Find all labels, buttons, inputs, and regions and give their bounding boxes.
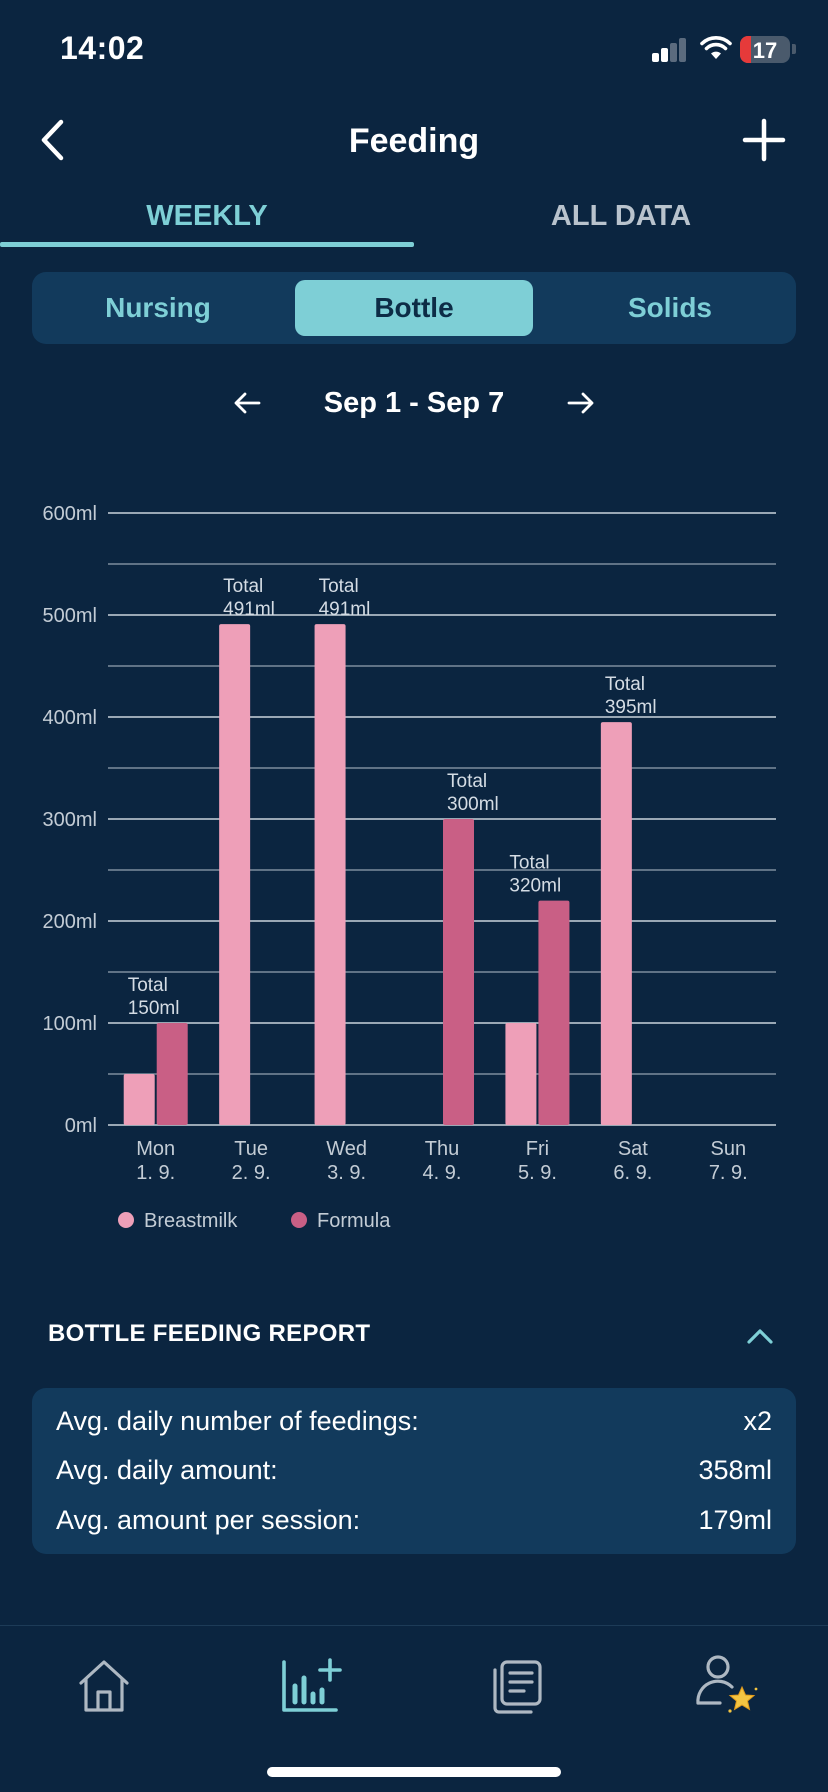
bar-breastmilk bbox=[219, 624, 251, 1125]
view-tabs: WEEKLY ALL DATA bbox=[0, 190, 828, 248]
status-bar: 14:02 17 bbox=[0, 0, 828, 100]
profile-icon bbox=[696, 1655, 758, 1713]
feeding-type-selector: Nursing Bottle Solids bbox=[32, 272, 796, 344]
report-value: 179ml bbox=[698, 1505, 772, 1535]
report-value: 358ml bbox=[698, 1455, 772, 1485]
y-tick-label: 100ml bbox=[43, 1013, 97, 1035]
total-label: Total 300ml bbox=[447, 771, 499, 815]
y-tick-label: 0ml bbox=[65, 1115, 97, 1137]
back-button[interactable] bbox=[22, 110, 82, 170]
report-row-session-amount: Avg. amount per session: 179ml bbox=[56, 1505, 772, 1545]
report-row-daily-amount: Avg. daily amount: 358ml bbox=[56, 1455, 772, 1495]
home-icon bbox=[79, 1660, 129, 1712]
home-indicator bbox=[267, 1767, 561, 1777]
status-time: 14:02 bbox=[60, 30, 145, 66]
bar-formula bbox=[443, 819, 474, 1125]
total-label: Total 491ml bbox=[319, 576, 371, 620]
week-range: Sep 1 - Sep 7 bbox=[323, 387, 505, 419]
x-tick-date: 4. 9. bbox=[423, 1162, 462, 1184]
plus-icon bbox=[742, 118, 786, 162]
x-tick-day: Tue bbox=[234, 1138, 268, 1160]
legend-marker-formula bbox=[291, 1212, 307, 1228]
total-label: Total 150ml bbox=[128, 975, 180, 1019]
x-tick-day: Fri bbox=[526, 1138, 549, 1160]
tab-home[interactable] bbox=[59, 1646, 149, 1726]
battery-icon: 17 bbox=[740, 36, 790, 63]
week-navigator: Sep 1 - Sep 7 bbox=[0, 378, 828, 428]
next-week-button[interactable] bbox=[559, 378, 603, 428]
y-tick-label: 300ml bbox=[43, 809, 97, 831]
report-label: Avg. amount per session: bbox=[56, 1505, 361, 1535]
add-button[interactable] bbox=[734, 110, 794, 170]
tab-journal[interactable] bbox=[472, 1646, 562, 1726]
report-value: x2 bbox=[743, 1406, 772, 1436]
y-tick-label: 600ml bbox=[43, 503, 97, 525]
report-label: Avg. daily number of feedings: bbox=[56, 1406, 419, 1436]
cellular-signal-icon bbox=[652, 38, 688, 62]
report-header: BOTTLE FEEDING REPORT bbox=[48, 1316, 780, 1356]
report-title: BOTTLE FEEDING REPORT bbox=[48, 1320, 371, 1347]
tab-statistics[interactable] bbox=[266, 1646, 356, 1726]
bottle-feeding-chart: 0ml 100ml 200ml 300ml 400ml 500ml 600ml Total 15… bbox=[43, 503, 776, 1232]
x-tick-date: 1. 9. bbox=[136, 1162, 175, 1184]
bar-breastmilk bbox=[600, 722, 632, 1125]
bar-breastmilk bbox=[505, 1023, 537, 1125]
report-label: Avg. daily amount: bbox=[56, 1455, 278, 1485]
bar-formula bbox=[538, 900, 570, 1125]
bar-formula bbox=[156, 1023, 188, 1125]
bar-breastmilk bbox=[123, 1074, 155, 1125]
navigation-bar: Feeding bbox=[0, 100, 828, 180]
x-tick-date: 3. 9. bbox=[327, 1162, 366, 1184]
y-tick-label: 500ml bbox=[43, 605, 97, 627]
tab-all-data[interactable]: ALL DATA bbox=[550, 200, 692, 232]
bottom-tab-bar bbox=[0, 1625, 828, 1792]
tab-profile[interactable] bbox=[680, 1646, 770, 1726]
total-label: Total 491ml bbox=[223, 576, 275, 620]
collapse-report-button[interactable] bbox=[740, 1316, 780, 1356]
page-title: Feeding bbox=[348, 122, 480, 160]
chevron-up-icon bbox=[747, 1329, 773, 1344]
arrow-left-icon bbox=[234, 392, 261, 414]
report-row-feedings: Avg. daily number of feedings: x2 bbox=[56, 1406, 772, 1446]
x-tick-date: 5. 9. bbox=[518, 1162, 557, 1184]
total-label: Total 395ml bbox=[605, 674, 657, 718]
journal-icon bbox=[493, 1660, 542, 1714]
x-tick-date: 6. 9. bbox=[613, 1162, 652, 1184]
legend-label: Breastmilk bbox=[144, 1210, 238, 1232]
statistics-icon bbox=[282, 1658, 342, 1712]
x-tick-day: Mon bbox=[136, 1138, 175, 1160]
y-tick-label: 400ml bbox=[43, 707, 97, 729]
total-label: Total 320ml bbox=[509, 853, 561, 897]
previous-week-button[interactable] bbox=[225, 378, 269, 428]
report-card: Avg. daily number of feedings: x2 Avg. d… bbox=[32, 1388, 796, 1554]
segment-solids[interactable]: Solids bbox=[627, 292, 712, 323]
x-tick-date: 7. 9. bbox=[709, 1162, 748, 1184]
tab-weekly[interactable]: WEEKLY bbox=[146, 200, 268, 232]
x-tick-day: Sat bbox=[618, 1138, 648, 1160]
tab-indicator bbox=[0, 242, 414, 247]
x-tick-date: 2. 9. bbox=[232, 1162, 271, 1184]
battery-level: 17 bbox=[752, 38, 778, 63]
x-tick-day: Thu bbox=[425, 1138, 459, 1160]
battery-cap bbox=[792, 44, 796, 54]
bar-breastmilk bbox=[314, 624, 346, 1125]
y-tick-label: 200ml bbox=[43, 911, 97, 933]
segment-nursing[interactable]: Nursing bbox=[105, 292, 211, 323]
x-tick-day: Sun bbox=[710, 1138, 746, 1160]
chevron-left-icon bbox=[41, 119, 64, 161]
wifi-icon bbox=[700, 36, 732, 59]
segment-bottle[interactable]: Bottle bbox=[295, 280, 533, 336]
legend-label: Formula bbox=[317, 1210, 391, 1232]
legend-marker-breastmilk bbox=[118, 1212, 134, 1228]
x-tick-day: Wed bbox=[326, 1138, 367, 1160]
arrow-right-icon bbox=[567, 392, 594, 414]
